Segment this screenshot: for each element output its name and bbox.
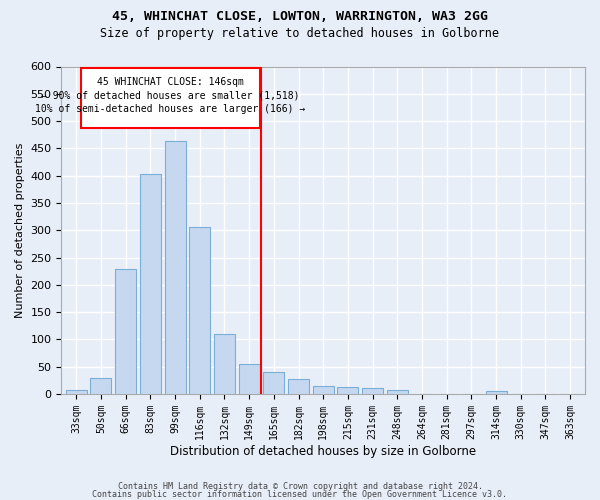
Bar bbox=[115, 269, 136, 394]
Bar bbox=[288, 379, 309, 394]
Bar bbox=[362, 388, 383, 394]
Bar bbox=[91, 378, 112, 394]
Text: 10% of semi-detached houses are larger (166) →: 10% of semi-detached houses are larger (… bbox=[35, 104, 305, 114]
Text: 45, WHINCHAT CLOSE, LOWTON, WARRINGTON, WA3 2GG: 45, WHINCHAT CLOSE, LOWTON, WARRINGTON, … bbox=[112, 10, 488, 23]
Bar bbox=[140, 174, 161, 394]
Bar bbox=[313, 386, 334, 394]
Text: 45 WHINCHAT CLOSE: 146sqm: 45 WHINCHAT CLOSE: 146sqm bbox=[97, 77, 244, 87]
Bar bbox=[239, 364, 260, 394]
Text: Contains HM Land Registry data © Crown copyright and database right 2024.: Contains HM Land Registry data © Crown c… bbox=[118, 482, 482, 491]
Text: ← 90% of detached houses are smaller (1,518): ← 90% of detached houses are smaller (1,… bbox=[41, 90, 299, 101]
Bar bbox=[387, 390, 408, 394]
X-axis label: Distribution of detached houses by size in Golborne: Distribution of detached houses by size … bbox=[170, 444, 476, 458]
Bar bbox=[214, 334, 235, 394]
Y-axis label: Number of detached properties: Number of detached properties bbox=[15, 142, 25, 318]
FancyBboxPatch shape bbox=[80, 68, 260, 128]
Bar bbox=[263, 372, 284, 394]
Text: Size of property relative to detached houses in Golborne: Size of property relative to detached ho… bbox=[101, 28, 499, 40]
Bar bbox=[66, 390, 87, 394]
Bar bbox=[485, 391, 506, 394]
Bar bbox=[337, 387, 358, 394]
Bar bbox=[164, 142, 185, 394]
Text: Contains public sector information licensed under the Open Government Licence v3: Contains public sector information licen… bbox=[92, 490, 508, 499]
Bar bbox=[189, 227, 210, 394]
